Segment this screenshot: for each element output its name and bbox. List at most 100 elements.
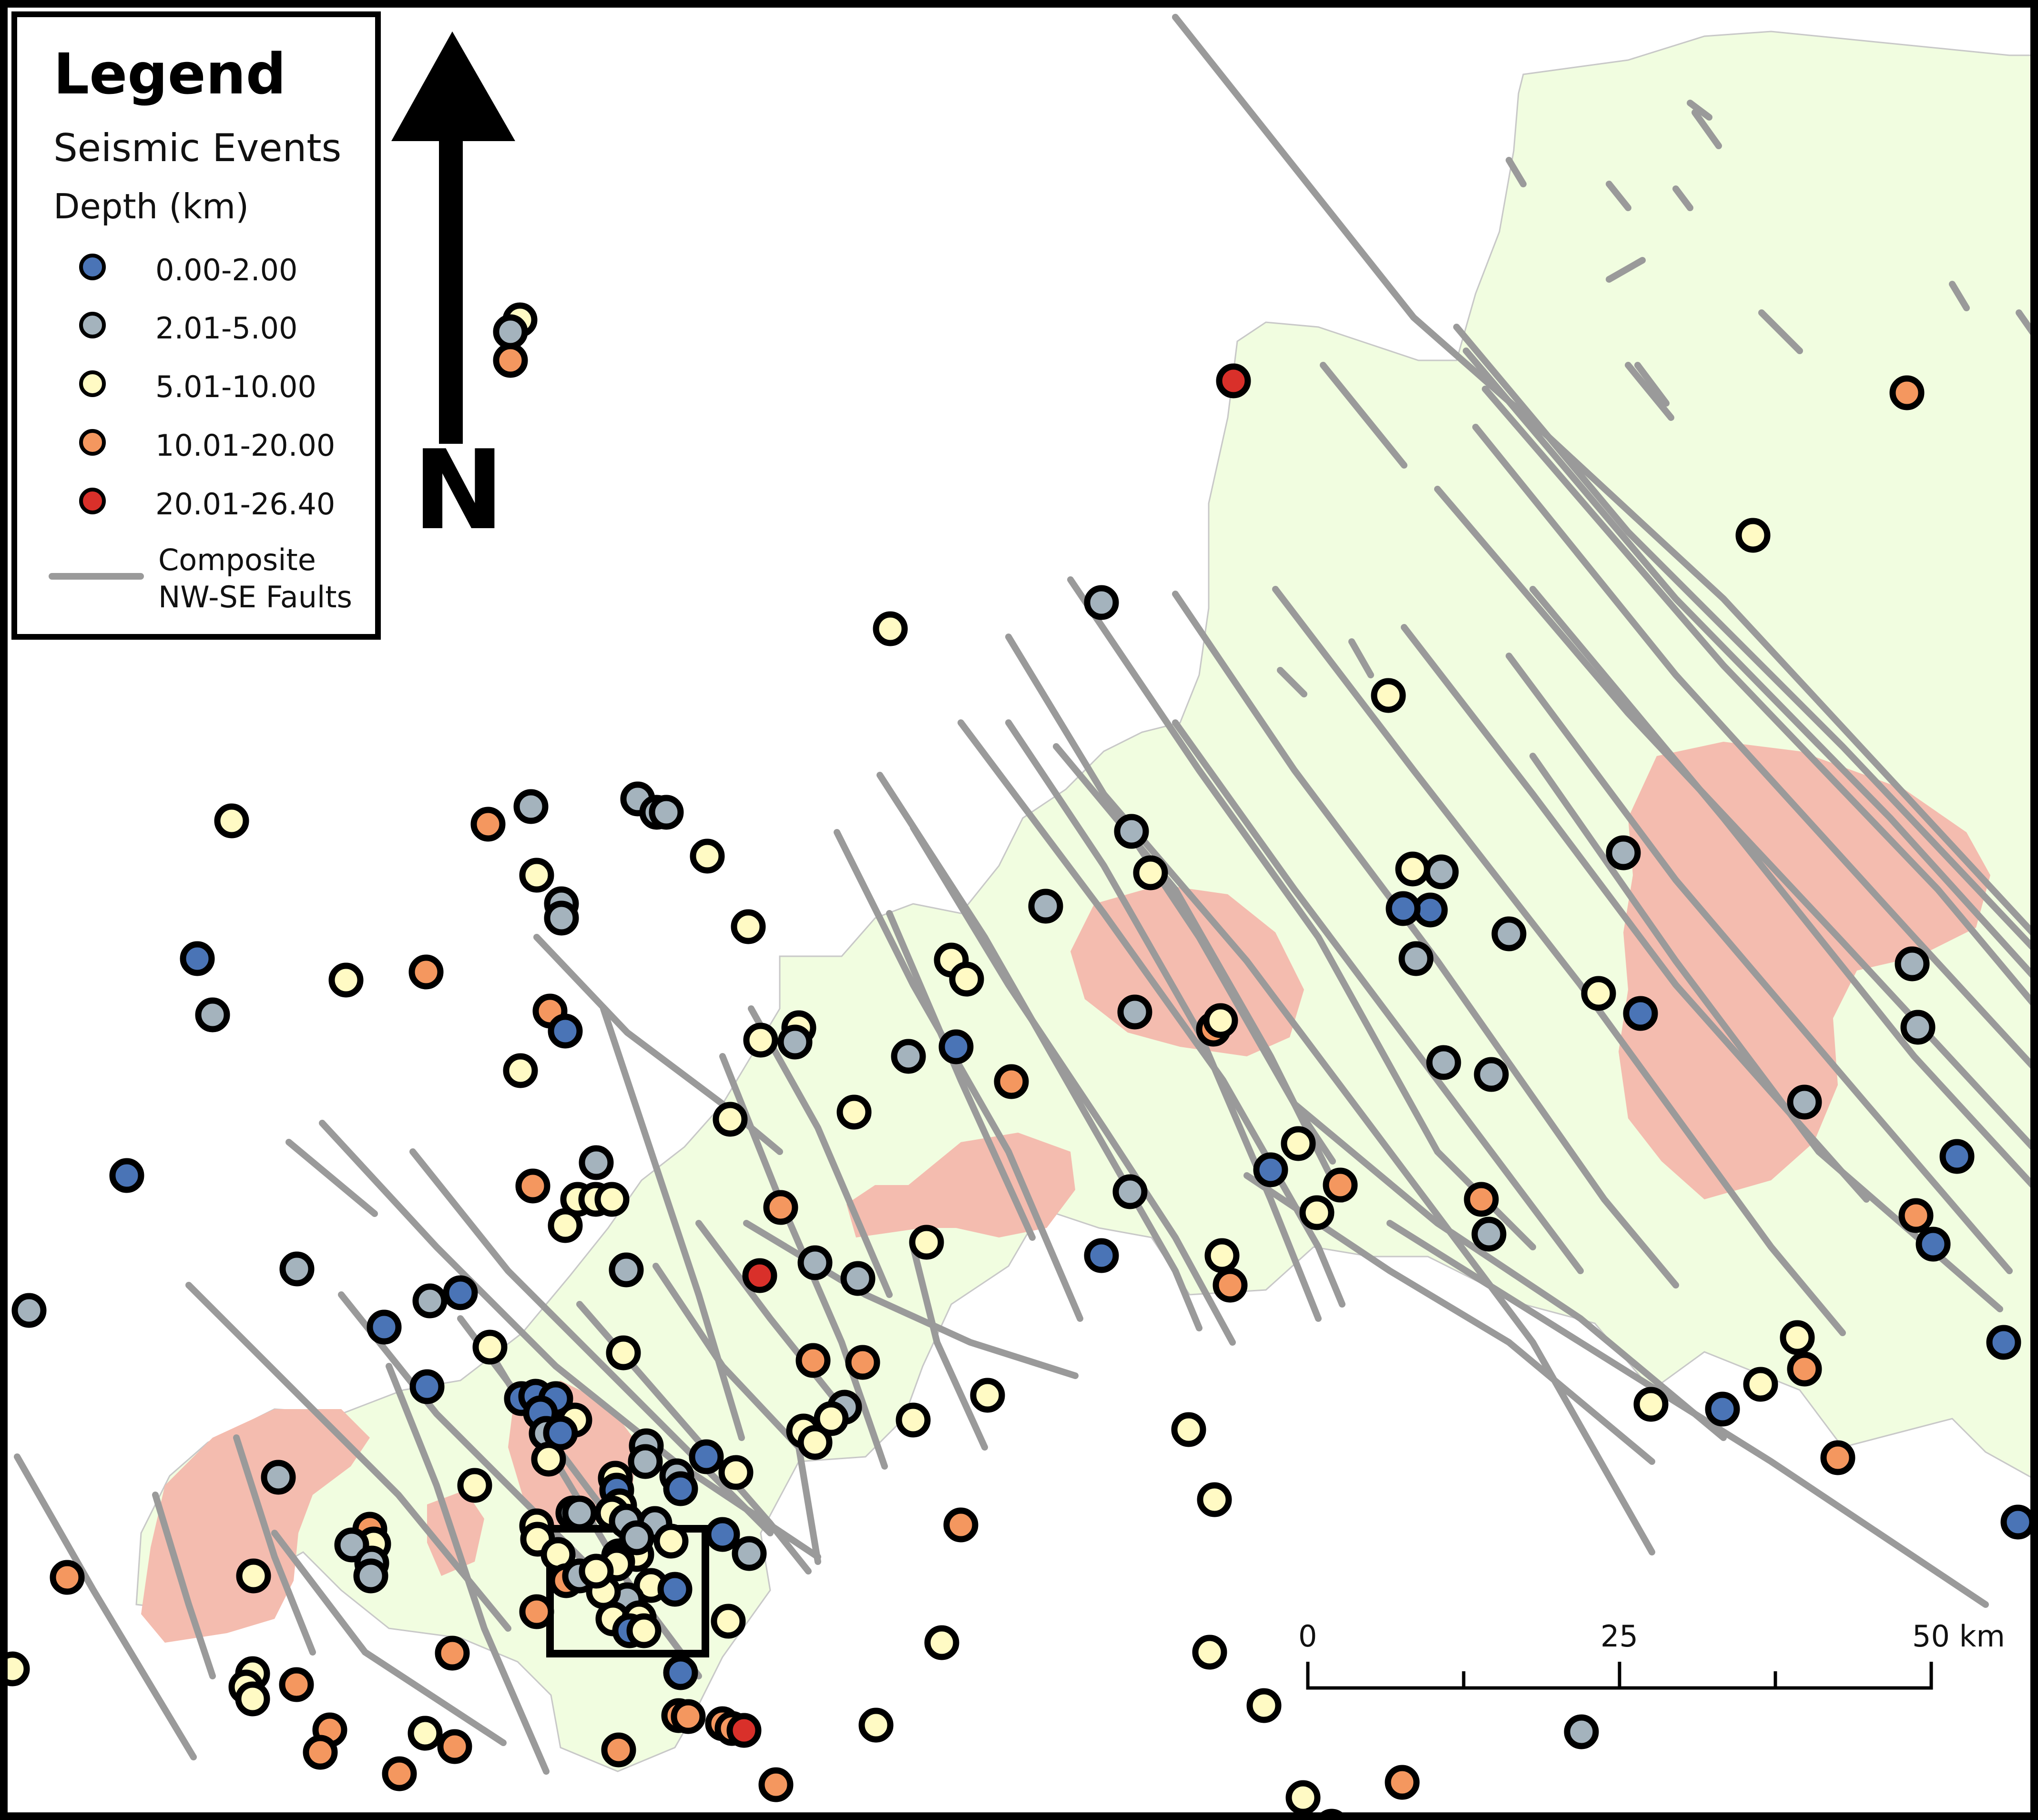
seismic-event-marker bbox=[1028, 889, 1063, 924]
seismic-event-marker bbox=[1084, 1238, 1119, 1273]
seismic-event-marker bbox=[653, 1523, 689, 1559]
fault-line bbox=[1067, 576, 1536, 1250]
seismic-event-marker bbox=[1216, 363, 1251, 399]
seismic-event-marker bbox=[836, 1094, 872, 1130]
seismic-event-marker bbox=[1895, 946, 1930, 982]
fault-line bbox=[1172, 719, 1584, 1274]
seismic-event-marker bbox=[891, 1039, 926, 1074]
seismic-event-marker bbox=[409, 1369, 445, 1404]
seismic-event-marker bbox=[1471, 1217, 1507, 1252]
seismic-event-marker bbox=[1898, 1198, 1934, 1233]
seismic-event-marker bbox=[970, 1378, 1005, 1413]
scale-label-25: 25 bbox=[1600, 1619, 1638, 1654]
seismic-event-marker bbox=[519, 858, 554, 893]
seismic-event-marker bbox=[1474, 1057, 1509, 1092]
legend-fault-label: Composite NW-SE Faults bbox=[158, 542, 352, 616]
fault-line bbox=[1482, 386, 2030, 1005]
legend-item-faults: Composite NW-SE Faults bbox=[49, 542, 382, 623]
seismic-event-marker bbox=[663, 1471, 698, 1506]
seismic-events-layer bbox=[8, 302, 2030, 1812]
seismic-event-marker bbox=[845, 1345, 880, 1380]
fault-line bbox=[1606, 257, 1646, 283]
seismic-event-marker bbox=[628, 1444, 663, 1479]
seismic-event-marker bbox=[609, 1252, 644, 1288]
seismic-event-marker bbox=[544, 900, 579, 936]
seismic-event-marker bbox=[531, 1442, 566, 1477]
legend-subtitle: Seismic Events bbox=[53, 126, 342, 170]
legend-item-depth-3: 10.01-20.00 bbox=[79, 425, 375, 463]
seismic-event-marker bbox=[515, 1168, 550, 1204]
seismic-event-marker bbox=[1117, 994, 1152, 1030]
fault-layer bbox=[14, 14, 2030, 1775]
fault-line bbox=[1625, 362, 1674, 421]
fault-line bbox=[910, 824, 1236, 1346]
seismic-event-marker bbox=[1385, 1765, 1420, 1800]
seismic-event-marker bbox=[626, 1613, 662, 1648]
seismic-event-marker bbox=[814, 1401, 849, 1436]
seismic-event-marker bbox=[1787, 1084, 1822, 1120]
seismic-event-marker bbox=[797, 1245, 833, 1280]
legend-swatch bbox=[79, 312, 106, 338]
scale-bar bbox=[1306, 1662, 1933, 1690]
seismic-event-marker bbox=[797, 1425, 833, 1460]
seismic-event-marker bbox=[743, 1022, 778, 1058]
seismic-event-marker bbox=[1281, 1126, 1316, 1161]
scale-label-0: 0 bbox=[1298, 1619, 1317, 1654]
fault-line bbox=[1949, 281, 1970, 311]
seismic-event-marker bbox=[705, 1517, 740, 1552]
granite-body bbox=[141, 1409, 370, 1643]
seismic-event-marker bbox=[726, 1713, 762, 1748]
fault-line bbox=[271, 1530, 507, 1746]
fault-line bbox=[1172, 591, 1679, 1288]
seismic-event-marker bbox=[412, 1283, 448, 1319]
seismic-event-marker bbox=[1203, 1003, 1238, 1038]
seismic-event-marker bbox=[1246, 1688, 1282, 1723]
seismic-event-marker bbox=[1285, 1780, 1321, 1812]
fault-line bbox=[1506, 653, 2013, 1274]
fault-line bbox=[152, 1492, 216, 1679]
seismic-event-marker bbox=[840, 1261, 876, 1296]
fault-line bbox=[834, 829, 1083, 1322]
legend-fault-label-line1: Composite bbox=[158, 542, 316, 577]
seismic-event-marker bbox=[367, 1309, 402, 1345]
seismic-event-marker bbox=[713, 1102, 748, 1137]
seismic-event-marker bbox=[303, 1735, 338, 1770]
seismic-event-marker bbox=[909, 1225, 944, 1260]
legend-swatch bbox=[79, 254, 106, 280]
fault-line bbox=[1634, 362, 1670, 407]
fault-line bbox=[1401, 624, 1870, 1203]
legend-swatch bbox=[79, 429, 106, 456]
seismic-event-marker bbox=[470, 807, 506, 842]
seismic-event-marker bbox=[1253, 1152, 1288, 1187]
legend-item-depth-1: 2.01-5.00 bbox=[79, 308, 375, 346]
seismic-event-marker bbox=[671, 1699, 706, 1734]
seismic-event-marker bbox=[758, 1767, 794, 1802]
seismic-event-marker bbox=[472, 1329, 508, 1365]
fault-line bbox=[1434, 486, 2030, 1150]
seismic-event-marker bbox=[408, 954, 444, 990]
seismic-event-marker bbox=[873, 611, 908, 646]
seismic-event-marker bbox=[328, 962, 364, 998]
seismic-event-marker bbox=[1204, 1238, 1240, 1273]
seismic-event-marker bbox=[601, 1732, 636, 1768]
seismic-event-marker bbox=[503, 1053, 538, 1088]
seismic-event-marker bbox=[579, 1554, 614, 1589]
seismic-event-marker bbox=[8, 1651, 30, 1687]
seismic-event-marker bbox=[731, 909, 766, 944]
fault-line bbox=[185, 1282, 511, 1632]
fault-line bbox=[14, 1453, 197, 1760]
seismic-event-marker bbox=[1939, 1139, 1975, 1174]
granite-body bbox=[1619, 742, 1990, 1199]
seismic-event-marker bbox=[261, 1460, 296, 1495]
legend-item-depth-0: 0.00-2.00 bbox=[79, 250, 375, 288]
fault-line bbox=[1529, 586, 2030, 1188]
seismic-event-marker bbox=[657, 1572, 693, 1607]
legend-swatch bbox=[79, 488, 106, 514]
seismic-event-marker bbox=[606, 1335, 641, 1370]
fault-line bbox=[1291, 1101, 1727, 1441]
seismic-event-marker bbox=[1192, 1635, 1227, 1670]
north-arrow-shaft bbox=[439, 139, 463, 444]
seismic-event-marker bbox=[1084, 585, 1119, 620]
map-canvas bbox=[8, 14, 2030, 1812]
